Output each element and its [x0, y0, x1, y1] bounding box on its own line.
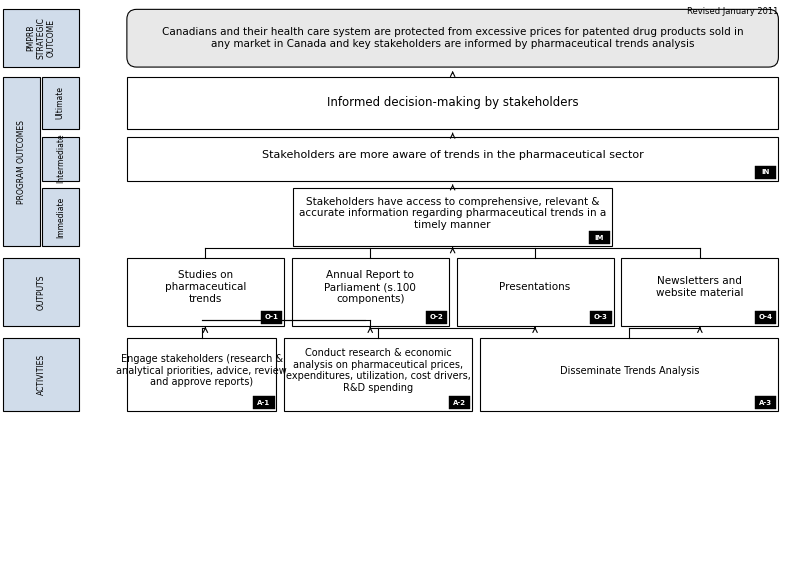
FancyBboxPatch shape	[42, 137, 79, 180]
Text: A-1: A-1	[258, 400, 271, 406]
FancyBboxPatch shape	[457, 258, 614, 326]
FancyBboxPatch shape	[3, 258, 79, 326]
Text: O-4: O-4	[759, 314, 773, 320]
FancyBboxPatch shape	[3, 9, 79, 67]
Text: Stakeholders have access to comprehensive, relevant &
accurate information regar: Stakeholders have access to comprehensiv…	[299, 197, 606, 230]
Text: Immediate: Immediate	[56, 197, 65, 238]
FancyBboxPatch shape	[127, 258, 284, 326]
FancyBboxPatch shape	[42, 77, 79, 129]
Text: IM: IM	[595, 235, 604, 241]
Text: Canadians and their health care system are protected from excessive prices for p: Canadians and their health care system a…	[162, 27, 744, 49]
Text: Informed decision-making by stakeholders: Informed decision-making by stakeholders	[326, 96, 578, 110]
FancyBboxPatch shape	[450, 397, 471, 409]
FancyBboxPatch shape	[480, 338, 778, 411]
FancyBboxPatch shape	[127, 137, 778, 180]
FancyBboxPatch shape	[590, 311, 612, 324]
FancyBboxPatch shape	[425, 311, 447, 324]
FancyBboxPatch shape	[755, 311, 777, 324]
FancyBboxPatch shape	[3, 338, 79, 411]
Text: PMPRB
STRATEGIC
OUTCOME: PMPRB STRATEGIC OUTCOME	[26, 17, 56, 59]
Text: Disseminate Trends Analysis: Disseminate Trends Analysis	[560, 365, 699, 376]
FancyBboxPatch shape	[589, 231, 610, 244]
Text: Annual Report to
Parliament (s.100
components): Annual Report to Parliament (s.100 compo…	[324, 270, 416, 303]
Text: Engage stakeholders (research &
analytical priorities, advice, review
and approv: Engage stakeholders (research & analytic…	[117, 354, 287, 387]
Text: Revised January 2011: Revised January 2011	[687, 8, 778, 16]
FancyBboxPatch shape	[127, 338, 276, 411]
FancyBboxPatch shape	[3, 77, 40, 246]
Text: Intermediate: Intermediate	[56, 134, 65, 183]
Text: ACTIVITIES: ACTIVITIES	[36, 354, 45, 395]
Text: O-2: O-2	[429, 314, 443, 320]
Text: O-1: O-1	[265, 314, 279, 320]
Text: Presentations: Presentations	[500, 282, 571, 292]
Text: Conduct research & economic
analysis on pharmaceutical prices,
expenditures, uti: Conduct research & economic analysis on …	[286, 348, 471, 393]
Text: Newsletters and
website material: Newsletters and website material	[656, 276, 744, 298]
FancyBboxPatch shape	[755, 166, 777, 179]
FancyBboxPatch shape	[284, 338, 472, 411]
Text: Ultimate: Ultimate	[56, 86, 65, 119]
FancyBboxPatch shape	[127, 9, 778, 67]
FancyBboxPatch shape	[254, 397, 275, 409]
Text: A-2: A-2	[454, 400, 467, 406]
Text: Studies on
pharmaceutical
trends: Studies on pharmaceutical trends	[164, 270, 246, 303]
FancyBboxPatch shape	[755, 397, 777, 409]
FancyBboxPatch shape	[42, 188, 79, 246]
FancyBboxPatch shape	[261, 311, 282, 324]
FancyBboxPatch shape	[621, 258, 778, 326]
Text: IN: IN	[761, 169, 770, 175]
FancyBboxPatch shape	[293, 188, 612, 246]
Text: PROGRAM OUTCOMES: PROGRAM OUTCOMES	[17, 119, 26, 204]
Text: A-3: A-3	[759, 400, 773, 406]
FancyBboxPatch shape	[292, 258, 449, 326]
Text: Stakeholders are more aware of trends in the pharmaceutical sector: Stakeholders are more aware of trends in…	[262, 150, 643, 160]
FancyBboxPatch shape	[127, 77, 778, 129]
Text: O-3: O-3	[594, 314, 608, 320]
Text: OUTPUTS: OUTPUTS	[36, 274, 45, 310]
